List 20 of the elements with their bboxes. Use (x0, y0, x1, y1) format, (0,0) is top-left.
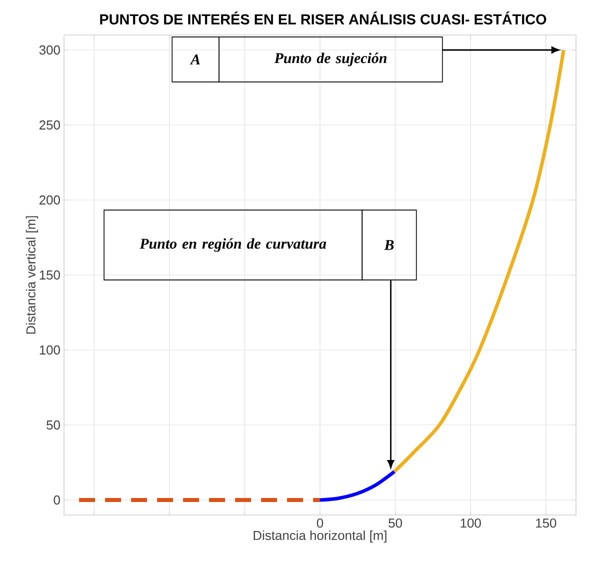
y-axis-title: Distancia vertical [m] (26, 216, 38, 334)
y-tick-label: 200 (40, 195, 60, 205)
x-tick-label: 100 (460, 518, 481, 528)
annotation: B (384, 240, 394, 250)
y-tick-label: 100 (40, 345, 60, 355)
y-tick-label: 50 (46, 420, 60, 430)
x-axis-title: Distancia horizontal [m] (254, 530, 386, 543)
y-tick-label: 150 (40, 270, 60, 280)
annotation: Punto de sujeción (274, 52, 386, 66)
annotation: A (190, 54, 200, 64)
chart-title: PUNTOS DE INTERÉS EN EL RISER ANÁLISIS CUASI- ESTÁTICO (100, 12, 546, 24)
line-series (318, 470, 396, 502)
y-tick-label: 0 (54, 495, 60, 505)
x-tick-label: 0 (316, 518, 324, 528)
annotation: Punto en región de curvatura (140, 238, 326, 252)
line-series (392, 48, 566, 474)
x-tick-label: 150 (536, 518, 556, 528)
y-tick-label: 250 (40, 120, 60, 130)
y-tick-label: 300 (39, 45, 60, 55)
x-tick-label: 50 (388, 518, 402, 528)
